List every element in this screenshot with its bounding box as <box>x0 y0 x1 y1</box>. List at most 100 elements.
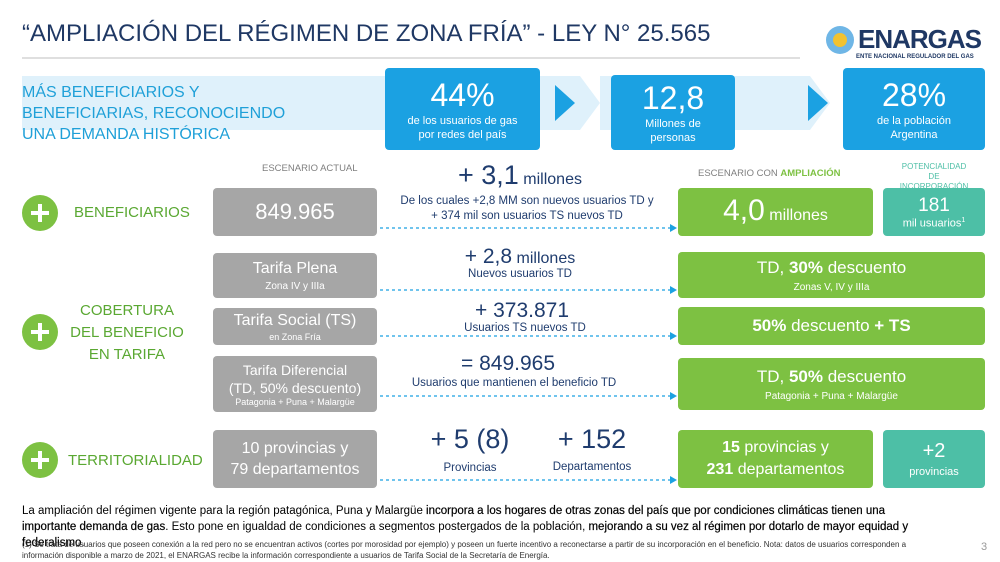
kpi: 44% de los usuarios de gas por redes del… <box>385 68 540 150</box>
tariff-name: Tarifa Diferencial <box>242 362 348 378</box>
column-header-line: INCORPORACIÓN <box>899 182 969 191</box>
tariff-name: Tarifa Plena <box>252 259 338 277</box>
future-value: 4,0 <box>723 194 765 227</box>
row-label: BENEFICIARIOS <box>74 204 190 221</box>
delta-value: = 849.965 <box>460 352 556 375</box>
delta-value: + 373.871 <box>474 299 570 322</box>
footer-part: mejorando a su vez al régimen por dotarl… <box>22 521 909 549</box>
kpi-value: 44% <box>430 76 495 113</box>
potential-unit-text: mil usuarios <box>902 217 962 230</box>
row-label-line: COBERTURA <box>80 302 174 319</box>
footer-part: . <box>81 537 85 549</box>
future-part: provincias y <box>739 439 829 456</box>
future-part: descuento <box>822 257 907 277</box>
kpi-value: 28% <box>881 76 947 113</box>
column-header-text: ESCENARIO CON <box>698 168 781 179</box>
current-box: Tarifa Diferencial (TD, 50% descuento) P… <box>213 356 377 412</box>
future-part: 50% <box>788 366 823 386</box>
future-part: 30% <box>788 257 823 277</box>
future-box: 15 provincias y 231 departamentos <box>678 430 873 488</box>
potential-unit: mil usuarios1 <box>903 217 966 230</box>
delta-note: De los cuales +2,8 MM son nuevos usuario… <box>400 194 653 224</box>
delta-value: + 2,8 <box>464 245 513 268</box>
potential-value: 181 <box>918 194 950 216</box>
logo-subtitle: ENTE NACIONAL REGULADOR DEL GAS <box>856 54 974 60</box>
current-box: 10 provincias y 79 departamentos <box>213 430 377 488</box>
current-box: Tarifa Plena Zona IV y IIIa <box>213 253 377 298</box>
column-header-text: AMPLIACIÓN <box>780 168 841 179</box>
kpi-text: Millones de <box>645 118 701 130</box>
future-line: 15 provincias y <box>722 437 829 459</box>
future-box: 50% descuento + TS <box>678 307 985 345</box>
future-box: TD, 30% descuento Zonas V, IV y IIIa <box>678 252 985 298</box>
tariff-name: (TD, 50% descuento) <box>228 380 362 396</box>
future-box: TD, 50% descuento Patagonia + Puna + Mal… <box>678 358 985 410</box>
potential-label: provincias <box>909 466 959 478</box>
potential-box: 181 mil usuarios1 <box>883 188 985 236</box>
intro-line: BENEFICIARIAS, RECONOCIENDO <box>22 105 286 122</box>
tariff-name: Tarifa Social (TS) <box>233 311 357 329</box>
delta-note: Nuevos usuarios TD <box>468 268 572 280</box>
page-number: 3 <box>981 541 988 553</box>
footer-part: . Esto pone en igualdad de condiciones a… <box>165 521 589 533</box>
current-line: 10 provincias y <box>241 440 349 457</box>
row-label: COBERTURA DEL BENEFICIO EN TARIFA <box>70 300 184 366</box>
current-line: 79 departamentos <box>230 461 360 478</box>
future-text: TD, 50% descuento <box>757 367 906 387</box>
delta-note: Usuarios TS nuevos TD <box>464 322 586 334</box>
tariff-sub: Patagonia + Puna + Malargüe <box>235 397 355 407</box>
future-part: departamentos <box>733 461 845 478</box>
column-header: POTENCIALIDAD DE INCORPORACIÓN <box>900 162 968 192</box>
intro-line: UNA DEMANDA HISTÓRICA <box>22 126 231 143</box>
row-label-line: EN TARIFA <box>88 346 166 363</box>
title: “AMPLIACIÓN DEL RÉGIMEN DE ZONA FRÍA” - … <box>22 20 711 47</box>
column-header: ESCENARIO ACTUAL <box>262 163 358 174</box>
future-text: 50% descuento + TS <box>752 316 910 336</box>
footnote-ref: 1 <box>961 216 966 224</box>
delta-unit: millones <box>523 171 582 188</box>
current-value: 849.965 <box>255 199 335 224</box>
delta-note-line: De los cuales +2,8 MM son nuevos usuario… <box>400 195 654 207</box>
future-part: TD, <box>756 257 789 277</box>
future-sub: Patagonia + Puna + Malargüe <box>765 390 898 402</box>
future-text: TD, 30% descuento <box>757 258 906 278</box>
future-part: + TS <box>874 316 911 335</box>
kpi-text: por redes del país <box>418 128 507 141</box>
current-box: Tarifa Social (TS) en Zona Fría <box>213 308 377 345</box>
footer-part: La ampliación del régimen vigente para l… <box>22 505 427 517</box>
future-part: TD, <box>756 366 789 386</box>
tariff-sub: Zona IV y IIIa <box>265 280 325 292</box>
column-header: ESCENARIO CON AMPLIACIÓN <box>698 168 841 179</box>
delta-note: Departamentos <box>552 461 632 473</box>
delta-note: Usuarios que mantienen el beneficio TD <box>411 377 617 389</box>
column-header-line: POTENCIALIDAD DE <box>901 162 967 181</box>
kpi-text: de la población <box>876 114 951 127</box>
tariff-sub: en Zona Fría <box>269 331 321 342</box>
delta-value: + 152 <box>557 424 627 454</box>
future-box: 4,0 millones <box>678 188 873 236</box>
future-unit: millones <box>769 207 828 224</box>
delta: + 2,8 millones <box>465 245 575 269</box>
footer-part: incorpora a los hogares de otras zonas d… <box>22 505 886 533</box>
kpi-text: personas <box>650 132 696 144</box>
future-part: 15 <box>722 439 740 456</box>
row-label-line: DEL BENEFICIO <box>70 324 184 341</box>
kpi-text: de los usuarios de gas <box>407 114 518 127</box>
footnote: (1) Se trata de usuarios que poseen cone… <box>22 540 907 560</box>
delta-value: + 3,1 <box>458 160 519 190</box>
intro-line: MÁS BENEFICIARIOS Y <box>22 84 200 101</box>
delta: + 3,1 millones <box>458 160 582 191</box>
future-sub: Zonas V, IV y IIIa <box>793 281 870 293</box>
kpi-text: Argentina <box>890 128 938 141</box>
future-part: descuento <box>786 316 875 335</box>
delta-note-line: + 374 mil son usuarios TS nuevos TD <box>431 210 623 222</box>
delta-note: Provincias <box>443 462 497 474</box>
future-part: 50% <box>752 316 787 335</box>
potential-value: +2 <box>922 440 946 462</box>
kpi-value: 12,8 <box>641 80 705 116</box>
footer-text: La ampliación del régimen vigente para l… <box>22 503 922 551</box>
future-line: 231 departamentos <box>707 459 845 481</box>
intro: MÁS BENEFICIARIOS Y BENEFICIARIAS, RECON… <box>22 82 285 145</box>
future-part: descuento <box>822 366 907 386</box>
